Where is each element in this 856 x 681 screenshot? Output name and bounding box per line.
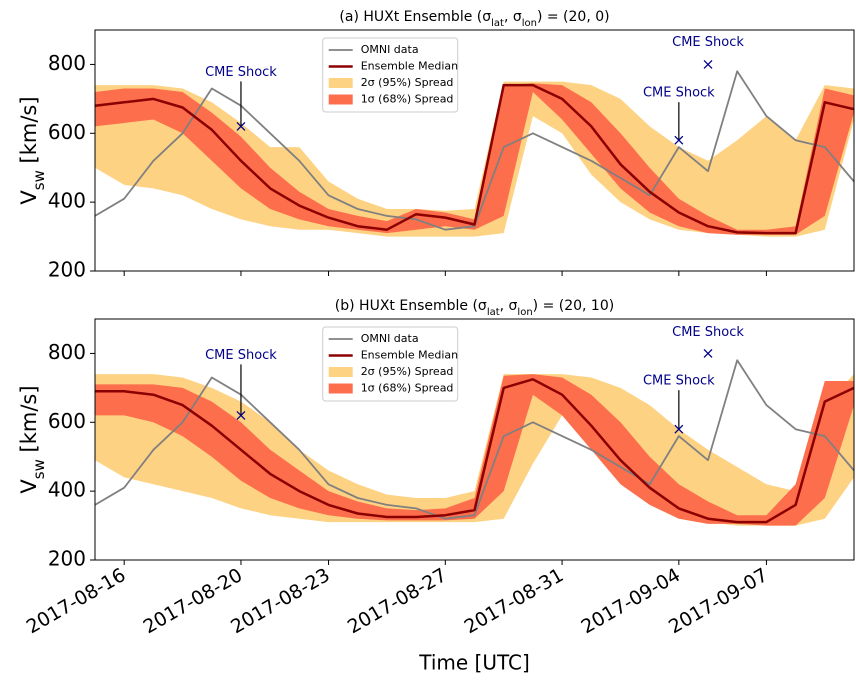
text-part: , σ: [500, 298, 518, 314]
spread-band: [95, 374, 854, 526]
panel-title: (b) HUXt Ensemble (σlat, σlon) = (20, 10…: [335, 298, 614, 318]
annotation-marker: [703, 59, 713, 69]
axes-frame: [94, 29, 855, 272]
subscript: lat: [487, 307, 500, 318]
y-tick-label: 600: [48, 409, 86, 433]
subscript: lon: [522, 18, 537, 29]
legend-label: 1σ (68%) Spread: [361, 93, 454, 106]
text-part: [km/s]: [17, 385, 41, 459]
annotation-text: CME Shock: [672, 325, 744, 340]
y-tick-label: 800: [48, 51, 86, 75]
annotation-text: CME Shock: [643, 374, 715, 389]
axes-frame: [94, 318, 855, 561]
legend-swatch: [328, 367, 353, 377]
annotation-marker: [236, 121, 246, 131]
annotation-marker: [236, 410, 246, 420]
annotation-marker: [674, 135, 684, 145]
y-tick-label: 200: [48, 547, 86, 571]
x-tick-label: 2017-08-27: [344, 564, 451, 638]
legend-box: [322, 326, 459, 402]
legend-label: OMNI data: [361, 43, 419, 56]
annotation-text: CME Shock: [672, 35, 744, 50]
text-part: (b) HUXt Ensemble (σ: [335, 298, 487, 314]
text-part: ) = (20, 10): [533, 298, 615, 314]
legend-label: Ensemble Median: [361, 60, 458, 73]
legend-label: 2σ (95%) Spread: [361, 76, 454, 89]
y-tick-label: 400: [48, 189, 86, 213]
annotation-marker: [674, 424, 684, 434]
legend-label: OMNI data: [361, 332, 419, 345]
panel-title: (a) HUXt Ensemble (σlat, σlon) = (20, 0): [339, 9, 609, 29]
text-part: , σ: [504, 9, 522, 25]
x-tick-label: 2017-08-16: [23, 564, 130, 638]
legend-box: [322, 37, 459, 113]
annotation-text: CME Shock: [205, 65, 277, 80]
legend-label: 1σ (68%) Spread: [361, 382, 454, 395]
subscript: sw: [30, 459, 48, 479]
annotation-text: CME Shock: [643, 86, 715, 101]
text-part: ) = (20, 0): [537, 9, 610, 25]
annotation-marker: [703, 348, 713, 358]
y-tick-label: 400: [48, 478, 86, 502]
omni-line: [94, 359, 855, 520]
text-part: V: [17, 190, 41, 205]
median-line: [94, 83, 855, 235]
x-tick-label: 2017-08-31: [461, 564, 568, 638]
legend-label: Ensemble Median: [361, 349, 458, 362]
annotation-text: CME Shock: [205, 348, 277, 363]
x-tick-label: 2017-08-23: [227, 564, 334, 638]
legend-label: 2σ (95%) Spread: [361, 365, 454, 378]
subscript: sw: [30, 170, 48, 190]
spread-band: [95, 81, 854, 237]
y-tick-label: 200: [48, 258, 86, 282]
legend-swatch: [328, 94, 353, 105]
median-line: [95, 378, 855, 524]
y-tick-label: 800: [48, 340, 86, 364]
legend-swatch: [328, 78, 353, 88]
omni-line: [94, 70, 855, 231]
y-tick-label: 600: [48, 120, 86, 144]
text-part: [km/s]: [17, 96, 41, 170]
text-part: V: [17, 479, 41, 494]
y-axis-label: Vsw [km/s]: [17, 385, 48, 493]
x-tick-label: 2017-09-04: [577, 564, 684, 638]
x-tick-label: 2017-08-20: [140, 564, 247, 638]
legend-swatch: [328, 383, 353, 394]
subscript: lon: [517, 307, 532, 318]
x-axis-label: Time [UTC]: [418, 651, 530, 675]
text-part: (a) HUXt Ensemble (σ: [339, 9, 491, 25]
subscript: lat: [491, 18, 504, 29]
y-axis-label: Vsw [km/s]: [17, 96, 48, 204]
x-tick-label: 2017-09-07: [665, 564, 772, 638]
